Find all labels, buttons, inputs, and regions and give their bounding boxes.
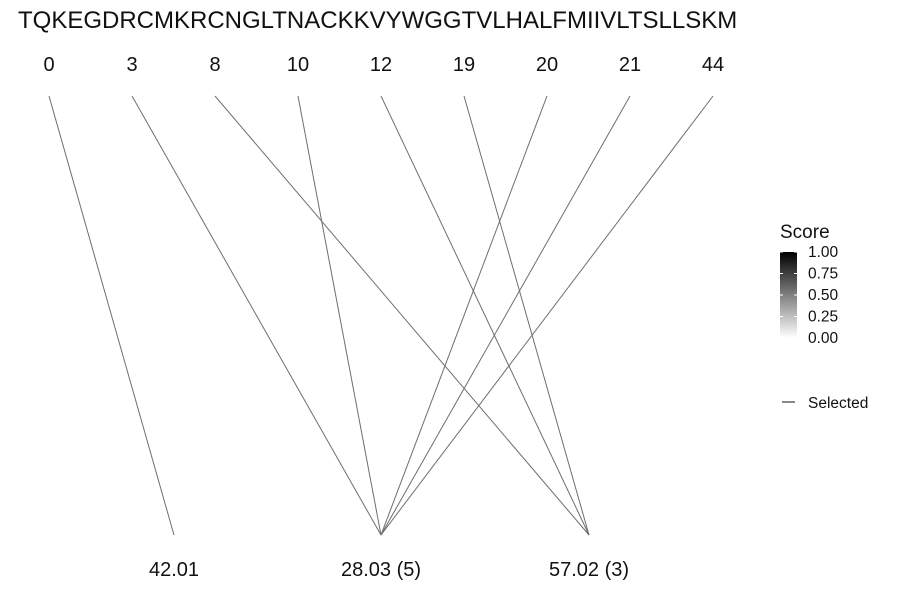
top-tick-label: 8 (209, 54, 220, 76)
top-tick-label: 21 (619, 54, 641, 76)
link-line (380, 95, 631, 536)
bottom-tick-labels: 42.01 28.03 (5) 57.02 (3) (149, 559, 629, 581)
legend-score-ticks: 1.00 0.75 0.50 0.25 0.00 (780, 244, 839, 347)
top-tick-label: 20 (536, 54, 558, 76)
top-tick-label: 3 (126, 54, 137, 76)
legend-score-tick-label: 0.50 (808, 287, 839, 304)
bottom-tick-label: 42.01 (149, 559, 199, 581)
legend-score-title: Score (780, 222, 830, 243)
link-line (463, 95, 590, 536)
top-tick-label: 10 (287, 54, 309, 76)
link-line (297, 95, 382, 536)
link-line (214, 95, 590, 536)
legend-score-tick-label: 1.00 (808, 244, 839, 261)
bottom-tick-label: 57.02 (3) (549, 559, 629, 581)
top-tick-label: 12 (370, 54, 392, 76)
link-line (380, 95, 714, 536)
legend-score-tick-label: 0.25 (808, 309, 838, 326)
link-line (380, 95, 548, 536)
top-tick-label: 44 (702, 54, 724, 76)
top-tick-labels: 0 3 8 10 12 19 20 21 44 (43, 54, 724, 76)
legend: Score 1.00 0.75 0.50 0.25 0.00 Selected (780, 222, 868, 412)
legend-score-colorbar (780, 252, 797, 338)
legend-score-tick-label: 0.00 (808, 330, 839, 347)
link-line (131, 95, 382, 536)
sequence-title: TQKEGDRCMKRCNGLTNACKKVYWGGTVLHALFMIIVLTS… (18, 7, 737, 34)
top-tick-label: 0 (43, 54, 54, 76)
link-line (48, 95, 175, 536)
bottom-tick-label: 28.03 (5) (341, 559, 421, 581)
links-group (48, 95, 714, 536)
legend-score-tick-label: 0.75 (808, 266, 838, 283)
legend-selected-label: Selected (808, 395, 868, 412)
top-tick-label: 19 (453, 54, 475, 76)
link-line (380, 95, 590, 536)
